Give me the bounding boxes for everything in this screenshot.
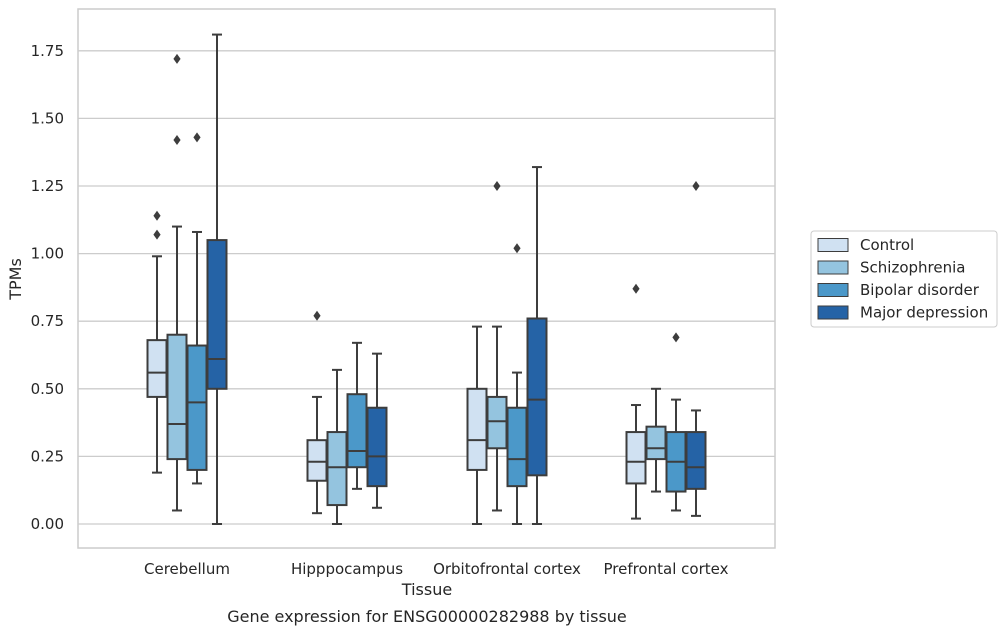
- box: [306, 439, 328, 482]
- outlier-point: [313, 310, 321, 321]
- box: [645, 425, 667, 461]
- y-tick-label: 0.75: [31, 312, 64, 330]
- legend-label: Major depression: [860, 304, 988, 322]
- x-tick-label: Prefrontal cortex: [604, 560, 729, 578]
- box: [625, 431, 647, 485]
- box-group: [625, 283, 647, 520]
- figure-caption: Gene expression for ENSG00000282988 by t…: [227, 607, 627, 626]
- x-tick-label: Orbitofrontal cortex: [433, 560, 581, 578]
- box-group: [486, 181, 508, 512]
- box-group: [685, 181, 707, 517]
- legend-frame: [810, 230, 998, 328]
- x-axis-ticks: Cerebellum Hipppocampus Orbitofrontal cort…: [144, 560, 729, 578]
- legend-label: Control: [860, 236, 914, 254]
- outlier-point: [153, 210, 161, 221]
- y-tick-label: 1.75: [31, 42, 64, 60]
- box: [186, 344, 208, 471]
- box-group: [166, 53, 188, 512]
- box-group: [206, 33, 228, 525]
- y-tick-label: 1.50: [31, 109, 64, 127]
- legend-label: Bipolar disorder: [860, 281, 980, 299]
- box-group: [346, 341, 368, 490]
- box-group: [186, 132, 208, 485]
- outlier-point: [692, 181, 700, 191]
- y-axis-label: TPMs: [6, 258, 25, 301]
- x-tick-label: Cerebellum: [144, 560, 230, 578]
- x-axis-label: Tissue: [401, 580, 452, 599]
- boxes-layer: [146, 33, 707, 525]
- y-tick-label: 1.25: [31, 177, 64, 195]
- outlier-point: [632, 283, 640, 294]
- legend-swatch: [817, 305, 849, 320]
- outlier-point: [153, 229, 161, 240]
- legend-label: Schizophrenia: [860, 259, 965, 277]
- box: [506, 406, 528, 488]
- y-axis-ticks: 0.00 0.25 0.50 0.75 1.00 1.25 1.50 1.75: [31, 42, 64, 533]
- grid-lines: [78, 50, 775, 525]
- legend-swatch: [817, 283, 849, 297]
- outlier-point: [513, 243, 521, 254]
- box: [466, 387, 488, 471]
- box-group: [366, 352, 388, 509]
- box-group: [326, 368, 348, 525]
- box: [526, 317, 548, 477]
- outlier-point: [193, 132, 201, 143]
- y-tick-label: 1.00: [31, 245, 64, 263]
- box: [366, 406, 388, 488]
- box: [166, 333, 188, 461]
- y-tick-label: 0.50: [31, 380, 64, 398]
- box-group: [526, 166, 548, 525]
- y-tick-label: 0.00: [31, 515, 64, 533]
- legend: Control Schizophrenia Bipolar disorder Majo…: [810, 230, 998, 328]
- outlier-point: [173, 53, 181, 64]
- outlier-point: [493, 181, 501, 191]
- box: [326, 431, 348, 507]
- box-group: [645, 387, 667, 493]
- legend-swatch: [817, 238, 849, 252]
- plot-frame: [77, 8, 776, 549]
- box: [146, 339, 168, 398]
- legend-swatch: [817, 260, 849, 275]
- box: [346, 393, 368, 469]
- y-tick-label: 0.25: [31, 447, 64, 465]
- box: [685, 431, 707, 490]
- outlier-point: [173, 135, 181, 146]
- outlier-point: [672, 332, 680, 343]
- box: [486, 395, 508, 450]
- x-tick-label: Hipppocampus: [291, 560, 403, 578]
- box: [206, 239, 228, 390]
- box-group: [306, 310, 328, 515]
